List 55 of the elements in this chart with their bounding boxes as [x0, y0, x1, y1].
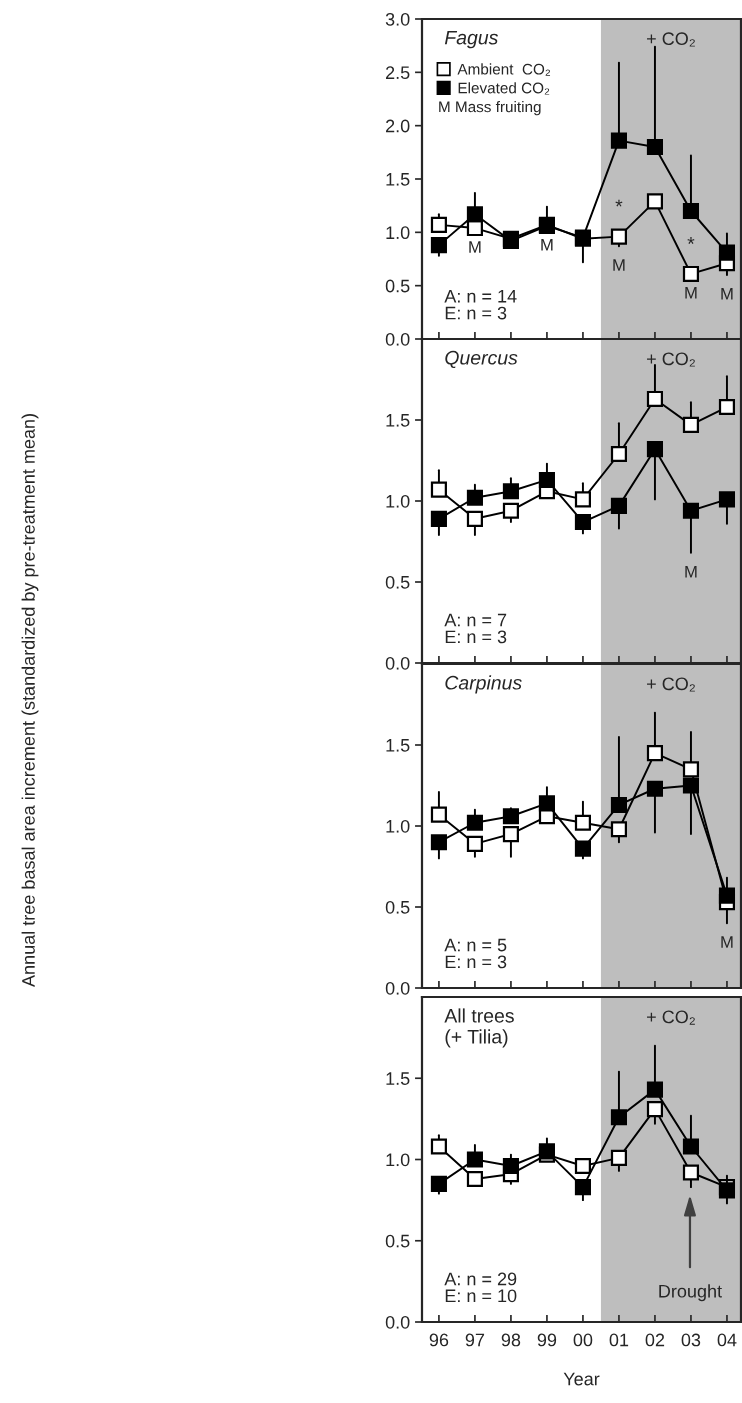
y-tick-label: 0.5 [385, 1234, 410, 1248]
legend-label: Ambient CO₂ [457, 63, 551, 76]
y-tick-label: 3.0 [385, 12, 410, 26]
y-tick-label: 2.0 [386, 119, 410, 133]
annotation: A: n = 29 E: n = 10 [444, 1272, 517, 1303]
y-tick-label: 1.5 [386, 739, 410, 752]
y-tick-label: 1.5 [386, 173, 410, 186]
annotation: * [687, 237, 695, 244]
annotation: M [613, 259, 625, 271]
annotation: + CO₂ [647, 32, 695, 47]
y-tick-label: 0.0 [385, 1315, 410, 1329]
x-axis-title: Year [563, 1372, 600, 1386]
y-tick-label: 1.0 [386, 1153, 410, 1167]
annotation: * [615, 199, 623, 207]
annotation: + CO₂ [647, 677, 695, 692]
y-tick-label: 0.5 [385, 279, 410, 293]
annotation: A: n = 5 E: n = 3 [444, 938, 507, 969]
y-tick-label: 2.5 [386, 66, 410, 80]
text: All trees (+ Tilia) [444, 1008, 514, 1048]
x-tick-label: 96 [429, 1333, 449, 1347]
y-tick-label: 0.0 [385, 656, 410, 670]
annotation: M [685, 565, 697, 578]
x-tick-label: 00 [573, 1333, 593, 1347]
y-tick-label: 1.0 [386, 226, 410, 240]
text: Quercus [445, 350, 518, 369]
annotation: M [721, 936, 733, 948]
x-tick-label: 04 [717, 1333, 737, 1347]
y-tick-label: 1.5 [386, 414, 410, 427]
annotation: + CO₂ [647, 352, 695, 367]
annotation: M [541, 239, 553, 251]
annotation: M [721, 288, 733, 300]
annotation: M [469, 241, 481, 253]
y-tick-label: 0.5 [385, 575, 410, 589]
text: Carpinus [445, 675, 522, 694]
y-tick-label: 0.0 [385, 332, 410, 346]
x-tick-label: 02 [645, 1333, 665, 1347]
y-tick-label: 1.0 [386, 494, 410, 508]
annotation: + CO₂ [647, 1010, 695, 1025]
y-tick-label: 0.5 [385, 900, 410, 914]
y-axis-title: Annual tree basal area increment (standardized by pre-treatment mean) [21, 414, 39, 987]
text: Fagus [444, 30, 498, 49]
x-tick-label: 01 [609, 1333, 629, 1347]
annotation: M [685, 287, 697, 299]
y-tick-label: 0.0 [385, 981, 410, 995]
annotation: Drought [659, 1284, 722, 1302]
y-tick-label: 1.5 [386, 1072, 410, 1085]
legend-label: Elevated CO₂ [458, 82, 550, 95]
x-tick-label: 03 [681, 1333, 701, 1347]
annotation: A: n = 14 E: n = 3 [444, 290, 517, 320]
x-tick-label: 97 [465, 1333, 485, 1347]
annotation: M Mass fruiting [439, 101, 541, 116]
y-tick-label: 1.0 [386, 819, 410, 833]
x-tick-label: 99 [537, 1333, 557, 1347]
annotation: A: n = 7 E: n = 3 [444, 613, 507, 644]
x-tick-label: 98 [501, 1333, 521, 1347]
